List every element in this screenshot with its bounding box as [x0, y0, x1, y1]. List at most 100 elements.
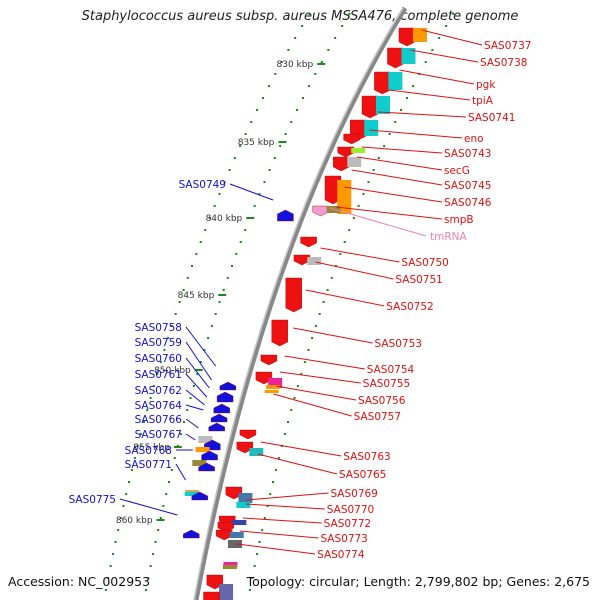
- mid-dotted-track-dot: [253, 205, 256, 207]
- forward-gene-label: SAS0756: [358, 395, 406, 407]
- mid-dotted-track-dot: [226, 277, 229, 279]
- gene-feature-box: [351, 148, 366, 153]
- outer-dotted-track-dot: [128, 481, 131, 483]
- forward-gene-label: SAS0741: [468, 112, 515, 124]
- outer-dotted-track-dot: [174, 313, 177, 315]
- reverse-gene-label: SAS0762: [135, 385, 182, 397]
- forward-gene-label: SAS0743: [444, 148, 491, 160]
- forward-gene-arrow: [337, 146, 354, 158]
- inner-dotted-track-dot: [283, 433, 286, 435]
- forward-leader-line: [320, 247, 400, 263]
- scale-tick-label: 860 kbp: [116, 516, 153, 526]
- gene-feature-box: [307, 257, 322, 265]
- outer-dotted-track-dot: [308, 13, 311, 15]
- reverse-leader-line: [185, 357, 210, 389]
- inner-dotted-track-dot: [300, 373, 303, 375]
- outer-dotted-track-dot: [104, 589, 107, 591]
- forward-gene-label: SAS0751: [395, 274, 442, 286]
- inner-dotted-track-dot: [367, 181, 370, 183]
- inner-dotted-track-dot: [438, 37, 441, 39]
- mid-dotted-track-dot: [170, 469, 173, 471]
- reverse-leader-line: [185, 326, 217, 367]
- mid-dotted-track-dot: [235, 253, 238, 255]
- forward-gene-label: pgk: [476, 79, 496, 91]
- gene-feature-box: [184, 492, 199, 496]
- outer-dotted-track-dot: [287, 49, 290, 51]
- inner-dotted-track-dot: [383, 145, 386, 147]
- forward-gene-label: SAS0755: [363, 378, 410, 390]
- mid-dotted-track-dot: [192, 385, 195, 387]
- scale-tick-mark: [156, 519, 165, 521]
- inner-dotted-track-dot: [272, 481, 275, 483]
- reverse-gene-arrow: [191, 491, 208, 501]
- forward-gene-label: SAS0772: [324, 518, 371, 530]
- outer-dotted-track-dot: [233, 157, 236, 159]
- forward-leader-line: [239, 530, 319, 539]
- inner-dotted-track-dot: [339, 253, 342, 255]
- reverse-gene-label: SAS0761: [135, 369, 182, 381]
- inner-dotted-track-dot: [290, 409, 293, 411]
- inner-dotted-track-dot: [314, 325, 317, 327]
- forward-leader-line: [260, 441, 342, 457]
- forward-gene-arrow: [398, 27, 416, 47]
- outer-dotted-track-dot: [149, 397, 152, 399]
- topology-text: Topology: circular; Length: 2,799,802 bp…: [246, 574, 590, 589]
- forward-gene-arrow: [215, 529, 233, 541]
- outer-dotted-track-dot: [133, 457, 136, 459]
- mid-dotted-track-dot: [258, 193, 261, 195]
- reverse-gene-label: SAS0749: [179, 179, 226, 191]
- reverse-gene-arrow: [216, 391, 234, 403]
- outer-dotted-track-dot: [301, 25, 304, 27]
- mid-dotted-track-dot: [334, 37, 337, 39]
- forward-leader-line: [305, 289, 385, 307]
- inner-dotted-track-dot: [287, 421, 290, 423]
- forward-gene-arrow: [239, 429, 257, 440]
- mid-dotted-track-dot: [159, 517, 162, 519]
- forward-leader-line: [357, 156, 443, 171]
- dotted-track-lines: [104, 13, 455, 591]
- inner-dotted-track-dot: [357, 205, 360, 207]
- inner-dotted-track-dot: [431, 49, 434, 51]
- reverse-gene-label: SAS0775: [69, 494, 116, 506]
- mid-dotted-track-dot: [210, 325, 213, 327]
- forward-leader-line: [378, 111, 467, 118]
- reverse-gene-arrow: [219, 381, 237, 391]
- gene-feature-box: [192, 460, 207, 466]
- rna-leader-line: [329, 207, 427, 237]
- scale-tick-mark: [218, 294, 227, 296]
- scale-tick-mark: [246, 217, 255, 219]
- gene-feature-box: [222, 565, 237, 569]
- reverse-leader-line: [185, 341, 212, 381]
- inner-dotted-track-dot: [326, 289, 329, 291]
- mid-dotted-track-dot: [196, 373, 199, 375]
- inner-dotted-track-dot: [251, 577, 254, 579]
- outer-dotted-track-dot: [114, 541, 117, 543]
- forward-leader-line: [344, 186, 443, 203]
- inner-dotted-track-dot: [248, 589, 251, 591]
- scale-tick-mark: [173, 446, 182, 448]
- gene-feature-box: [232, 520, 247, 525]
- gene-feature-box: [219, 584, 234, 600]
- mid-dotted-track-dot: [263, 181, 266, 183]
- outer-dotted-track-dot: [112, 553, 115, 555]
- reverse-leader-line: [185, 389, 205, 406]
- mid-dotted-track-dot: [168, 481, 171, 483]
- inner-dotted-track-dot: [445, 25, 448, 27]
- inner-dotted-track-dot: [256, 553, 259, 555]
- gene-feature-box: [228, 540, 243, 548]
- forward-gene-arrow: [206, 574, 224, 590]
- mid-dotted-track-dot: [222, 289, 225, 291]
- forward-leader-line: [279, 371, 361, 384]
- outer-dotted-track-dot: [159, 361, 162, 363]
- outer-dotted-track-dot: [143, 421, 146, 423]
- inner-dotted-track-dot: [296, 385, 299, 387]
- reverse-leader-line: [185, 373, 208, 398]
- reverse-leader-line: [175, 463, 186, 481]
- inner-dotted-track-dot: [266, 505, 269, 507]
- outer-dotted-track-dot: [136, 445, 139, 447]
- gene-feature-box: [264, 390, 279, 393]
- mid-dotted-track-dot: [147, 577, 150, 579]
- outer-dotted-track-dot: [204, 229, 207, 231]
- outer-dotted-track-dot: [274, 73, 277, 75]
- mid-dotted-track-dot: [308, 85, 311, 87]
